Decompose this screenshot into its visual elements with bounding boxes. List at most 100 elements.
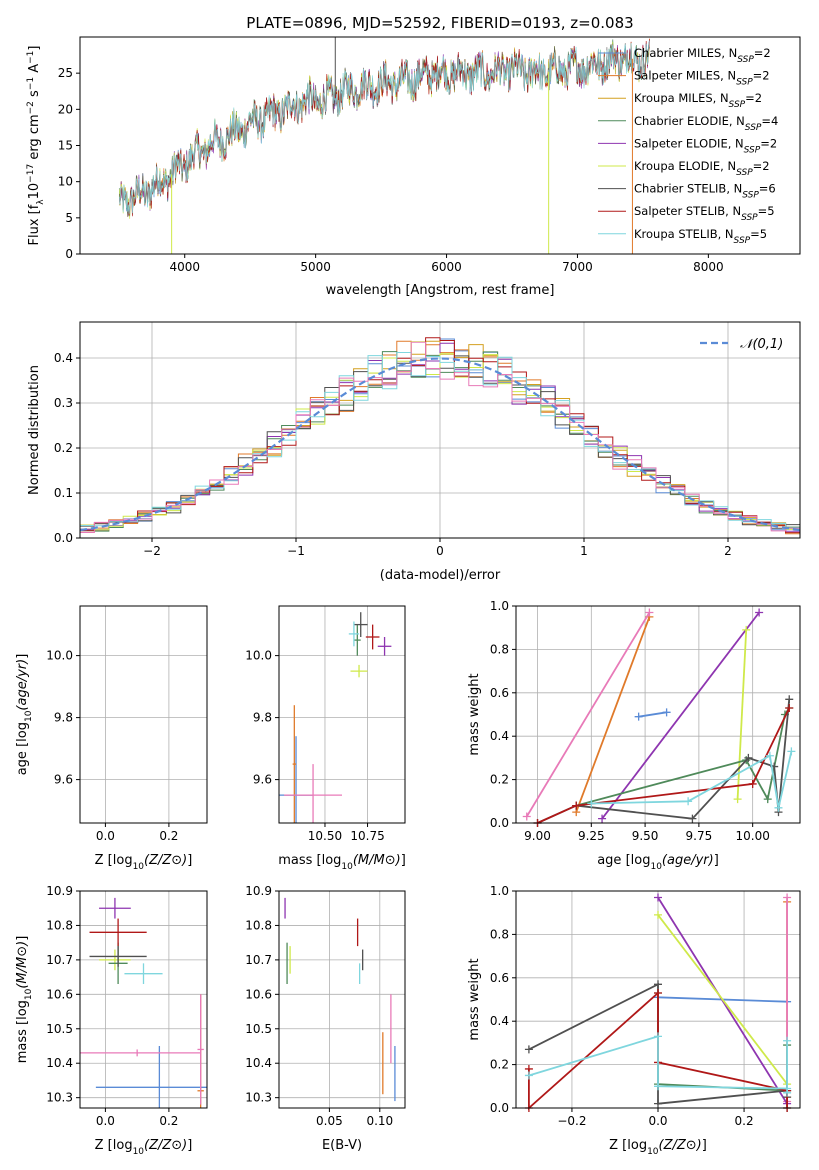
legend-label: Salpeter MILES, NSSP=2 — [634, 69, 770, 88]
legend-label: Salpeter ELODIE, NSSP=2 — [634, 136, 777, 155]
weight-marker — [654, 980, 662, 989]
weight-marker — [587, 799, 596, 808]
x-tick-label: 0.2 — [735, 1114, 754, 1128]
weight-line — [638, 711, 667, 718]
errorbars — [86, 615, 223, 854]
x-tick-label: 7000 — [562, 260, 593, 274]
x-tick-label: 9.50 — [632, 829, 659, 843]
y-tick-label: 10.6 — [245, 987, 272, 1001]
weight-line — [657, 914, 788, 1085]
x-tick-label: 9.25 — [578, 829, 605, 843]
x-tick-label: 6000 — [431, 260, 462, 274]
x-tick-label: 0.2 — [159, 829, 178, 843]
y-tick-label: 10.8 — [46, 918, 73, 932]
weight-marker — [522, 812, 531, 821]
y-tick-label: 9.6 — [54, 773, 73, 787]
legend-label: Chabrier MILES, NSSP=2 — [634, 46, 771, 65]
y-tick-label: 0.6 — [490, 686, 509, 700]
errorbars — [279, 612, 392, 823]
plot-frame — [278, 890, 406, 1109]
y-tick-label: 10.4 — [46, 1056, 73, 1070]
weight-line — [537, 707, 791, 824]
x-tick-label: 0.0 — [648, 1114, 667, 1128]
weight-marker — [785, 703, 794, 712]
weight-marker — [524, 1045, 533, 1054]
weight-marker — [783, 893, 792, 902]
x-tick-label: −0.2 — [557, 1114, 586, 1128]
y-tick-label: 9.8 — [253, 711, 272, 725]
x-tick-label: 5000 — [300, 260, 331, 274]
y-tick-label: 10.3 — [245, 1091, 272, 1105]
weight-line — [601, 611, 760, 820]
y-tick-label: 0.3 — [54, 396, 73, 410]
y-tick-label: 0.6 — [490, 971, 509, 985]
weight-line — [575, 616, 651, 813]
y-tick-label: 10.7 — [46, 953, 73, 967]
x-axis-label: Z [log10(Z/Z⊙)] — [95, 853, 193, 872]
weight-marker — [744, 753, 753, 762]
y-tick-label: 10.7 — [245, 953, 272, 967]
x-tick-label: 1 — [580, 544, 588, 558]
plot-frame — [278, 605, 406, 824]
y-tick-label: 10.5 — [46, 1022, 73, 1036]
y-tick-label: 0 — [65, 247, 73, 261]
plot-frame — [515, 605, 801, 824]
panel-6: 0.0 0.2 10.3 10.4 10.5 10.6 10.7 10.8 10.9 Z [log… — [15, 884, 208, 1157]
weight-marker — [654, 1032, 662, 1041]
x-axis-label: Z [log10(Z/Z⊙)] — [95, 1138, 193, 1157]
y-tick-label: 9.8 — [54, 711, 73, 725]
normal-curve — [80, 357, 800, 532]
y-tick-label: 0.0 — [490, 816, 509, 830]
legend-label: Kroupa MILES, NSSP=2 — [634, 91, 762, 110]
y-tick-label: 10.9 — [245, 884, 272, 898]
legend-label: Kroupa STELIB, NSSP=5 — [634, 227, 767, 246]
weight-marker — [654, 988, 662, 997]
y-tick-label: 0.4 — [490, 729, 509, 743]
x-tick-label: 10.50 — [308, 829, 342, 843]
y-tick-label: 10.3 — [46, 1091, 73, 1105]
x-tick-label: 0.05 — [316, 1114, 343, 1128]
chart-title: PLATE=0896, MJD=52592, FIBERID=0193, z=0… — [246, 14, 633, 32]
histograms — [80, 337, 800, 537]
x-tick-label: 0.0 — [96, 829, 115, 843]
x-tick-label: 0.2 — [159, 1114, 178, 1128]
weight-marker — [742, 625, 751, 634]
weight-line — [537, 699, 791, 824]
weight-marker — [783, 1088, 792, 1097]
x-axis-label: E(B-V) — [322, 1138, 362, 1153]
y-tick-label: 0.8 — [490, 642, 509, 656]
weight-marker — [654, 1082, 662, 1091]
spectra — [118, 37, 650, 254]
weight-marker — [688, 814, 697, 823]
y-tick-label: 10.0 — [245, 649, 272, 663]
errorbars — [284, 897, 396, 1102]
x-axis-label: (data-model)/error — [380, 568, 501, 583]
weight-marker — [787, 747, 796, 756]
y-tick-label: 0.2 — [490, 1058, 509, 1072]
y-tick-label: 10.4 — [245, 1056, 272, 1070]
x-tick-label: 8000 — [693, 260, 724, 274]
y-tick-label: 10 — [58, 175, 73, 189]
weight-marker — [524, 1071, 533, 1080]
y-tick-label: 20 — [58, 102, 73, 116]
errorbars — [80, 897, 207, 1108]
y-tick-label: 0.1 — [54, 486, 73, 500]
y-tick-label: 10.8 — [245, 918, 272, 932]
panel-4: 10.50 10.75 9.6 9.8 10.0 mass [log10(M/M⊙)] — [245, 605, 406, 872]
weight-marker — [783, 1036, 792, 1045]
panel-8: −0.2 0.0 0.2 0.0 0.2 0.4 0.6 0.8 1.0 Z [log10(Z/Z… — [467, 884, 801, 1157]
x-tick-label: 9.75 — [686, 829, 713, 843]
panel-7: 0.05 0.10 10.3 10.4 10.5 10.6 10.7 10.8 10.9 E(B-… — [245, 884, 406, 1153]
weight-lines — [522, 608, 796, 827]
weight-marker — [785, 695, 794, 704]
x-tick-label: 4000 — [169, 260, 200, 274]
legend-label: 𝒩(0,1) — [740, 337, 783, 352]
weight-marker — [748, 779, 757, 788]
weight-line — [736, 629, 748, 800]
y-axis-label: age [log10(age/yr)] — [15, 654, 34, 776]
x-tick-label: 9.00 — [524, 829, 551, 843]
y-axis-label: Normed distribution — [27, 365, 42, 495]
weight-line — [575, 707, 790, 807]
y-tick-label: 0.0 — [54, 531, 73, 545]
legend-label: Chabrier ELODIE, NSSP=4 — [634, 114, 778, 133]
